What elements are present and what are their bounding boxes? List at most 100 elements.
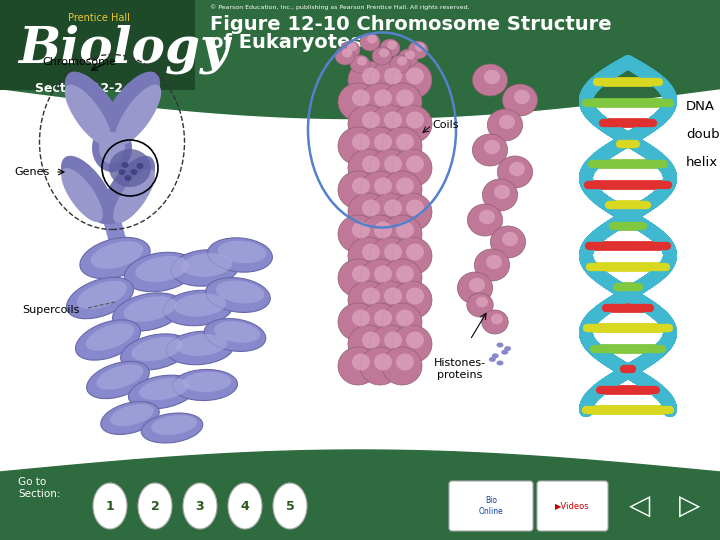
Ellipse shape	[338, 303, 378, 341]
Ellipse shape	[340, 41, 360, 59]
Ellipse shape	[111, 243, 129, 257]
Ellipse shape	[406, 287, 424, 305]
Ellipse shape	[101, 402, 159, 435]
Ellipse shape	[406, 199, 424, 217]
Ellipse shape	[348, 105, 388, 143]
Ellipse shape	[338, 259, 378, 297]
Ellipse shape	[109, 234, 127, 248]
Ellipse shape	[374, 133, 392, 151]
Ellipse shape	[406, 68, 424, 84]
Ellipse shape	[384, 287, 402, 305]
Ellipse shape	[384, 156, 402, 172]
Ellipse shape	[479, 210, 495, 224]
Ellipse shape	[370, 61, 410, 99]
Ellipse shape	[392, 325, 432, 363]
Ellipse shape	[490, 226, 526, 258]
Ellipse shape	[338, 215, 378, 253]
Ellipse shape	[396, 266, 414, 282]
Ellipse shape	[374, 178, 392, 194]
Ellipse shape	[472, 134, 508, 166]
Ellipse shape	[66, 277, 133, 319]
Ellipse shape	[457, 272, 492, 304]
Ellipse shape	[491, 314, 503, 325]
Ellipse shape	[171, 250, 239, 286]
Ellipse shape	[484, 140, 500, 154]
Ellipse shape	[362, 244, 380, 260]
Ellipse shape	[509, 162, 525, 176]
FancyBboxPatch shape	[537, 481, 608, 531]
Ellipse shape	[110, 239, 128, 253]
Text: Bio
Online: Bio Online	[479, 496, 503, 516]
Ellipse shape	[360, 259, 400, 297]
Text: Chromosome: Chromosome	[42, 57, 116, 67]
Ellipse shape	[204, 319, 266, 352]
Ellipse shape	[92, 124, 132, 172]
Text: 5: 5	[286, 500, 294, 512]
Ellipse shape	[384, 244, 402, 260]
Ellipse shape	[486, 255, 502, 269]
FancyBboxPatch shape	[449, 481, 533, 531]
Ellipse shape	[382, 303, 422, 341]
Ellipse shape	[216, 281, 264, 303]
Ellipse shape	[396, 133, 414, 151]
Text: DNA: DNA	[686, 100, 715, 113]
Ellipse shape	[396, 354, 414, 370]
Ellipse shape	[382, 83, 422, 121]
Ellipse shape	[415, 43, 425, 51]
Ellipse shape	[497, 342, 503, 348]
Ellipse shape	[183, 372, 231, 392]
Ellipse shape	[382, 347, 422, 385]
Ellipse shape	[105, 221, 123, 235]
Ellipse shape	[484, 70, 500, 84]
Ellipse shape	[392, 105, 432, 143]
Ellipse shape	[338, 347, 378, 385]
Ellipse shape	[387, 40, 397, 50]
Ellipse shape	[65, 85, 111, 145]
Ellipse shape	[206, 278, 270, 313]
Ellipse shape	[65, 72, 125, 148]
Text: © Pearson Education, Inc., publishing as Pearson Prentice Hall. All rights reser: © Pearson Education, Inc., publishing as…	[210, 4, 469, 10]
Ellipse shape	[374, 354, 392, 370]
Text: of Eukaryotes: of Eukaryotes	[210, 33, 362, 52]
Ellipse shape	[482, 179, 518, 211]
Ellipse shape	[469, 278, 485, 292]
Ellipse shape	[352, 221, 370, 239]
Ellipse shape	[362, 199, 380, 217]
Ellipse shape	[476, 296, 488, 307]
Ellipse shape	[392, 149, 432, 187]
Ellipse shape	[504, 346, 511, 351]
Ellipse shape	[370, 193, 410, 231]
Ellipse shape	[77, 281, 127, 309]
Ellipse shape	[396, 309, 414, 327]
Ellipse shape	[125, 252, 196, 292]
Ellipse shape	[348, 61, 388, 99]
Ellipse shape	[360, 33, 380, 51]
Ellipse shape	[382, 127, 422, 165]
Ellipse shape	[379, 49, 389, 57]
Ellipse shape	[362, 68, 380, 84]
Ellipse shape	[382, 215, 422, 253]
Ellipse shape	[107, 230, 125, 244]
Ellipse shape	[384, 332, 402, 348]
Ellipse shape	[482, 310, 508, 334]
Ellipse shape	[352, 354, 370, 370]
Polygon shape	[0, 0, 195, 90]
Ellipse shape	[138, 483, 172, 529]
Ellipse shape	[217, 241, 266, 263]
Ellipse shape	[397, 57, 407, 65]
Ellipse shape	[370, 281, 410, 319]
Ellipse shape	[367, 35, 377, 44]
Ellipse shape	[181, 253, 233, 277]
Ellipse shape	[396, 178, 414, 194]
Ellipse shape	[498, 156, 533, 188]
Ellipse shape	[502, 232, 518, 246]
Ellipse shape	[406, 156, 424, 172]
Ellipse shape	[335, 47, 355, 65]
Ellipse shape	[342, 49, 352, 57]
Text: Prentice Hall: Prentice Hall	[68, 13, 130, 23]
Ellipse shape	[163, 291, 233, 326]
Ellipse shape	[61, 156, 115, 224]
Ellipse shape	[370, 325, 410, 363]
Ellipse shape	[109, 149, 151, 187]
Ellipse shape	[487, 109, 523, 141]
